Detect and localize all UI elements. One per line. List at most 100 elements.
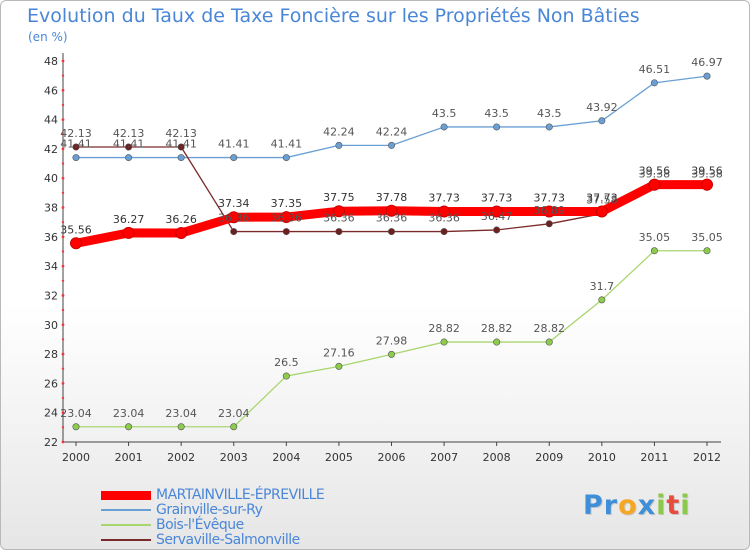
data-point-martainville-preville — [280, 211, 293, 224]
x-tick-label: 2004 — [272, 451, 300, 464]
data-label-servaville-salmonville: 36.36 — [271, 212, 303, 225]
data-label-grainville-sur-ry: 41.41 — [218, 138, 250, 151]
y-tick-label: 44 — [44, 114, 58, 127]
logo-letter: P — [583, 490, 604, 521]
data-label-martainville-preville: 37.73 — [534, 191, 566, 204]
data-label-bois-l-v-que: 26.5 — [274, 356, 299, 369]
data-point-grainville-sur-ry — [125, 154, 133, 162]
data-label-grainville-sur-ry: 43.5 — [537, 107, 562, 120]
data-point-bois-l-v-que — [650, 247, 658, 255]
data-point-bois-l-v-que — [387, 350, 395, 358]
logo-letter: x — [637, 490, 657, 521]
data-point-bois-l-v-que — [598, 296, 606, 304]
data-point-martainville-preville — [175, 227, 188, 240]
data-point-grainville-sur-ry — [282, 154, 290, 162]
data-label-servaville-salmonville: 36.36 — [428, 212, 460, 225]
y-tick-label: 42 — [44, 143, 58, 156]
y-tick-mark — [61, 323, 65, 327]
data-label-servaville-salmonville: 42.13 — [113, 127, 145, 140]
data-point-grainville-sur-ry — [650, 79, 658, 87]
data-label-servaville-salmonville: 36.36 — [376, 212, 408, 225]
x-tick-label: 2003 — [220, 451, 248, 464]
data-label-grainville-sur-ry: 41.41 — [60, 138, 92, 151]
data-point-grainville-sur-ry — [545, 123, 553, 131]
y-tick-mark — [61, 147, 65, 151]
data-label-servaville-salmonville: 39.38 — [639, 167, 671, 180]
data-point-martainville-preville — [490, 205, 503, 218]
y-tick-mark — [61, 176, 65, 180]
data-point-grainville-sur-ry — [493, 123, 501, 131]
data-label-bois-l-v-que: 23.04 — [113, 407, 145, 420]
data-point-grainville-sur-ry — [72, 154, 80, 162]
y-minor-tick — [61, 250, 65, 253]
data-point-servaville-salmonville — [545, 220, 553, 228]
data-point-servaville-salmonville — [335, 228, 343, 236]
legend-swatch — [101, 539, 151, 541]
x-tick-label: 2005 — [325, 451, 353, 464]
y-minor-tick — [61, 279, 65, 283]
y-tick-label: 30 — [44, 319, 58, 332]
chart-subtitle: (en %) — [28, 30, 68, 44]
line-chart: 22 24 26 28 30 32 34 36 38 40 42 44 46 48 2000 2001 2002… — [44, 53, 723, 464]
legend-label: MARTAINVILLE-ÉPREVILLE — [156, 487, 325, 503]
data-point-bois-l-v-que — [545, 338, 553, 346]
data-label-grainville-sur-ry: 46.51 — [639, 63, 671, 76]
x-tick-label: 2002 — [167, 451, 195, 464]
logo-letter: o — [618, 490, 638, 521]
data-label-martainville-preville: 37.34 — [218, 197, 250, 210]
data-label-servaville-salmonville: 36.47 — [481, 210, 513, 223]
x-tick-label: 2001 — [115, 451, 143, 464]
x-tick-label: 2010 — [588, 451, 616, 464]
data-label-martainville-preville: 37.73 — [586, 191, 618, 204]
data-point-martainville-preville — [122, 226, 135, 239]
data-point-servaville-salmonville — [493, 226, 501, 234]
data-label-grainville-sur-ry: 43.5 — [484, 107, 509, 120]
data-point-bois-l-v-que — [177, 423, 185, 431]
data-point-grainville-sur-ry — [703, 72, 711, 80]
data-point-martainville-preville — [227, 211, 240, 224]
y-tick-label: 28 — [44, 348, 58, 361]
logo-letter: r — [603, 490, 619, 521]
x-tick-label: 2000 — [62, 451, 90, 464]
data-label-grainville-sur-ry: 41.41 — [113, 138, 145, 151]
data-point-servaville-salmonville — [72, 143, 80, 151]
y-tick-mark — [61, 294, 65, 297]
data-label-martainville-preville: 37.73 — [481, 191, 513, 204]
chart-title: Evolution du Taux de Taxe Foncière sur l… — [27, 5, 640, 27]
y-tick-mark — [61, 88, 65, 92]
data-label-bois-l-v-que: 35.05 — [639, 231, 671, 244]
data-point-martainville-preville — [332, 205, 345, 218]
y-tick-label: 40 — [44, 172, 58, 185]
data-label-servaville-salmonville: 36.36 — [323, 212, 355, 225]
y-minor-tick — [61, 426, 65, 429]
data-point-martainville-preville — [70, 237, 82, 250]
data-label-martainville-preville: 36.27 — [113, 213, 145, 226]
y-minor-tick — [61, 308, 65, 312]
data-label-martainville-preville: 37.75 — [323, 191, 355, 204]
x-tick-label: 2011 — [640, 451, 668, 464]
data-label-servaville-salmonville: 36.89 — [534, 204, 566, 217]
data-label-servaville-salmonville: 42.13 — [165, 127, 197, 140]
y-tick-mark — [61, 59, 65, 63]
data-label-martainville-preville: 39.56 — [639, 165, 671, 178]
data-point-martainville-preville — [595, 205, 608, 218]
x-tick-label: 2008 — [483, 451, 511, 464]
data-label-bois-l-v-que: 27.16 — [323, 346, 355, 359]
data-point-bois-l-v-que — [440, 338, 448, 346]
y-minor-tick — [61, 338, 65, 341]
y-minor-tick — [61, 162, 65, 165]
y-minor-tick — [61, 74, 65, 77]
data-point-grainville-sur-ry — [440, 123, 448, 131]
data-label-martainville-preville: 37.73 — [428, 191, 460, 204]
y-tick-label: 32 — [44, 289, 58, 302]
y-tick-mark — [61, 264, 65, 268]
y-minor-tick — [61, 220, 65, 224]
data-label-grainville-sur-ry: 42.24 — [323, 125, 355, 138]
data-point-bois-l-v-que — [72, 423, 80, 431]
y-tick-mark — [61, 118, 65, 122]
y-tick-mark — [61, 235, 65, 239]
y-minor-tick — [61, 133, 65, 136]
data-label-bois-l-v-que: 23.04 — [218, 407, 250, 420]
data-point-servaville-salmonville — [440, 228, 448, 236]
